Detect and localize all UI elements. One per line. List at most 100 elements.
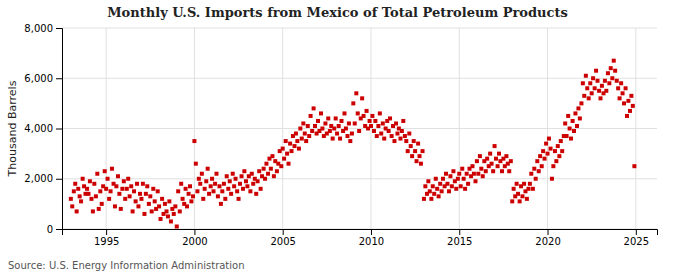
point <box>141 182 145 186</box>
point <box>147 202 151 206</box>
point <box>543 157 547 161</box>
point <box>381 121 385 125</box>
point <box>360 96 364 100</box>
y-tick-label: 8,000 <box>24 23 53 34</box>
point <box>585 86 589 90</box>
point <box>416 142 420 146</box>
x-tick: 2005 <box>270 229 295 247</box>
point <box>587 96 591 100</box>
point <box>231 172 235 176</box>
point <box>95 172 99 176</box>
point <box>244 179 248 183</box>
point <box>126 177 130 181</box>
grid-line-y <box>62 28 657 29</box>
point <box>287 162 291 166</box>
point <box>217 184 221 188</box>
point <box>419 162 423 166</box>
point <box>362 114 366 118</box>
point <box>178 209 182 213</box>
point <box>110 167 114 171</box>
point <box>566 114 570 118</box>
point <box>191 194 195 198</box>
x-tick-mark <box>371 229 372 235</box>
point <box>509 159 513 163</box>
point <box>522 182 526 186</box>
point <box>556 144 560 148</box>
point <box>573 111 577 115</box>
x-tick-label: 2010 <box>359 236 384 247</box>
point <box>485 157 489 161</box>
point <box>581 81 585 85</box>
x-tick-mark <box>106 229 107 235</box>
point <box>565 134 569 138</box>
point <box>431 184 435 188</box>
point <box>166 214 170 218</box>
point <box>251 182 255 186</box>
point <box>554 159 558 163</box>
point <box>422 197 426 201</box>
point <box>594 69 598 73</box>
point <box>459 184 463 188</box>
point <box>275 169 279 173</box>
point <box>69 197 73 201</box>
point <box>609 66 613 70</box>
point <box>549 147 553 151</box>
point <box>148 194 152 198</box>
point <box>113 204 117 208</box>
point <box>279 164 283 168</box>
point <box>628 109 632 113</box>
point <box>373 119 377 123</box>
point <box>551 164 555 168</box>
point <box>145 184 149 188</box>
point <box>398 137 402 141</box>
point <box>612 59 616 63</box>
point <box>428 189 432 193</box>
point <box>262 167 266 171</box>
point <box>188 184 192 188</box>
x-tick-mark <box>194 229 195 235</box>
point <box>504 154 508 158</box>
point <box>128 194 132 198</box>
point <box>413 149 417 153</box>
point <box>198 182 202 186</box>
point <box>472 172 476 176</box>
point <box>331 137 335 141</box>
point <box>138 192 142 196</box>
point <box>550 177 554 181</box>
point <box>184 187 188 191</box>
title: Monthly U.S. Imports from Mexico of Tota… <box>107 5 568 20</box>
x-tick-label: 1995 <box>94 236 119 247</box>
point <box>462 177 466 181</box>
point <box>475 159 479 163</box>
point <box>344 127 348 131</box>
y-tick: 0 <box>47 224 62 235</box>
x-tick-label: 2025 <box>624 236 649 247</box>
point <box>107 197 111 201</box>
point <box>135 182 139 186</box>
point <box>529 172 533 176</box>
points <box>69 59 637 229</box>
point <box>197 177 201 181</box>
point <box>123 197 127 201</box>
point <box>242 169 246 173</box>
point <box>441 177 445 181</box>
point <box>404 139 408 143</box>
point <box>357 129 361 133</box>
x-tick-label: 2005 <box>270 236 295 247</box>
grid <box>62 28 657 229</box>
point <box>320 127 324 131</box>
point <box>104 187 108 191</box>
point <box>575 124 579 128</box>
point <box>175 224 179 228</box>
point <box>226 187 230 191</box>
point <box>600 84 604 88</box>
point <box>541 149 545 153</box>
point <box>629 94 633 98</box>
point <box>418 154 422 158</box>
point <box>429 197 433 201</box>
point <box>225 174 229 178</box>
point <box>350 132 354 136</box>
point <box>309 114 313 118</box>
x-tick-label: 2000 <box>182 236 207 247</box>
point <box>209 184 213 188</box>
